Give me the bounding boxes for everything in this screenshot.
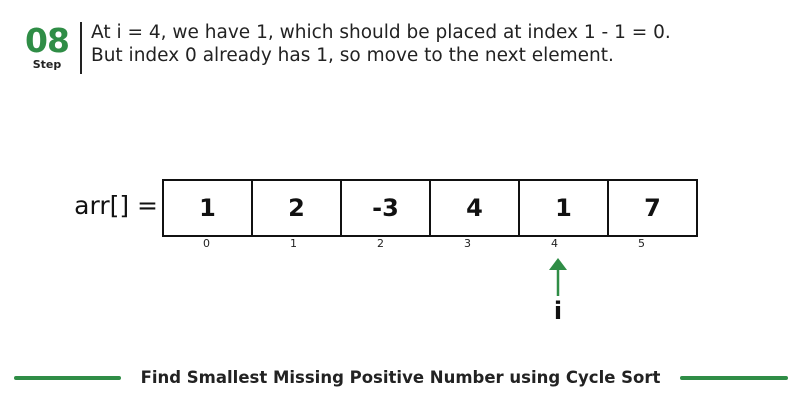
index-label-0: 0 — [203, 237, 210, 250]
array-cell-4: 1 — [518, 179, 609, 237]
index-label-4: 4 — [551, 237, 558, 250]
array-cell-3: 4 — [429, 179, 520, 237]
footer-line-left — [14, 376, 121, 380]
footer-line-right — [680, 376, 788, 380]
array-cell-2: -3 — [340, 179, 431, 237]
step-number: 08 — [25, 21, 70, 60]
array-indices: 0 1 2 3 4 5 — [162, 237, 686, 250]
step-label: Step — [32, 58, 62, 71]
array-label: arr[] = — [74, 191, 158, 220]
description-line-2: But index 0 already has 1, so move to th… — [91, 45, 614, 66]
header-divider — [80, 22, 82, 74]
index-label-5: 5 — [638, 237, 645, 250]
footer-title: Find Smallest Missing Positive Number us… — [140, 368, 661, 387]
index-label-3: 3 — [464, 237, 471, 250]
pointer-arrow-icon — [549, 258, 567, 296]
array-cell-5: 7 — [607, 179, 698, 237]
array-cell-1: 2 — [251, 179, 342, 237]
array-cells: 1 2 -3 4 1 7 — [162, 179, 698, 237]
pointer-label: i — [553, 297, 563, 325]
step-badge: 08 Step — [20, 24, 74, 72]
description-line-1: At i = 4, we have 1, which should be pla… — [91, 22, 671, 43]
index-label-2: 2 — [377, 237, 384, 250]
array-cell-0: 1 — [162, 179, 253, 237]
step-description: At i = 4, we have 1, which should be pla… — [91, 21, 791, 67]
index-label-1: 1 — [290, 237, 297, 250]
